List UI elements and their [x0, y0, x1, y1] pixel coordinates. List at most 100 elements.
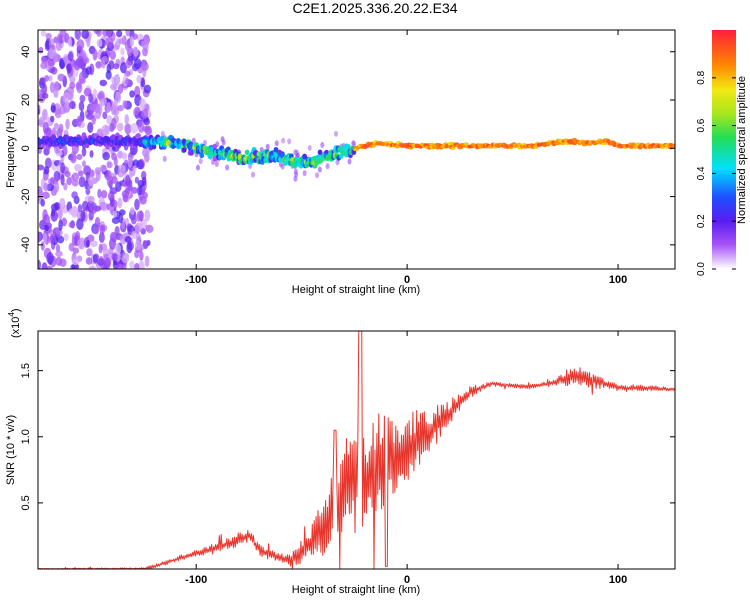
- spectrogram-noise-cell: [143, 84, 152, 94]
- spectrogram-noise-cell: [121, 254, 130, 264]
- spectrogram-ridge-cell: [317, 149, 323, 156]
- spectrogram-noise-cell: [117, 197, 123, 209]
- spectrogram-noise-cell: [109, 198, 115, 208]
- spectrogram-noise-cell: [60, 174, 65, 186]
- spectrogram-noise-cell: [129, 260, 135, 269]
- spectrogram-axes: -100 0 100 -40 -20 0 20 40: [20, 30, 675, 286]
- spectrogram-noise-cell: [82, 160, 87, 168]
- spectrogram-noise-cell: [63, 182, 68, 191]
- spectrogram-noise-cell: [77, 237, 84, 250]
- spectrogram-noise-cell: [138, 121, 145, 133]
- spectrogram-noise-cell: [293, 175, 298, 182]
- spectrogram-noise-cell: [278, 161, 283, 168]
- spectrogram-xlabel: Height of straight line (km): [292, 284, 420, 296]
- spectrogram-noise-cell: [124, 114, 129, 126]
- spectrogram-noise-cell: [317, 166, 322, 173]
- spectrogram-ridge-cell: [199, 152, 205, 159]
- spectrogram-xtick-label: 0: [404, 274, 410, 286]
- spectrogram-noise-cell: [117, 168, 125, 178]
- spectrogram-noise-cell: [76, 82, 83, 94]
- spectrogram-noise-cell: [65, 118, 70, 130]
- spectrogram-noise-cell: [214, 160, 219, 167]
- spectrogram-noise-cell: [38, 164, 45, 171]
- spectrogram-noise-cell: [124, 236, 132, 243]
- spectrogram-noise-cell: [85, 257, 93, 265]
- spectrogram-noise-cell: [127, 184, 133, 192]
- spectrogram-noise-cell: [118, 38, 124, 45]
- spectrogram-noise-cell: [103, 257, 112, 268]
- spectrogram-noise-cell: [320, 141, 325, 148]
- spectrogram-noise-cell: [117, 104, 124, 112]
- spectrogram-noise-cell: [89, 103, 96, 111]
- snr-series-line: [38, 331, 675, 569]
- spectrogram-noise-cell: [64, 171, 71, 178]
- spectrogram-noise-cell: [71, 191, 78, 199]
- spectrogram-noise-cell: [68, 208, 77, 216]
- spectrogram-noise-cell: [124, 123, 132, 135]
- spectrogram-noise-cell: [59, 30, 67, 38]
- spectrogram-noise-cell: [136, 210, 145, 221]
- spectrogram-noise-cell: [38, 190, 44, 199]
- spectrogram-noise-cell: [38, 46, 44, 54]
- spectrogram-noise-cell: [302, 170, 307, 177]
- spectrogram-noise-cell: [220, 136, 225, 143]
- snr-panel: -100 0 100 0.5 1.0 1.5 Height of straight lin…: [5, 308, 676, 596]
- spectrogram-noise-cell: [46, 265, 53, 269]
- spectrogram-noise-cell: [86, 248, 93, 257]
- spectrogram-noise-cell: [141, 108, 149, 119]
- spectrogram-noise-cell: [44, 157, 52, 169]
- spectrogram-panel: -100 0 100 -40 -20 0 20 40 Height of straight l…: [5, 29, 676, 296]
- spectrogram-noise-cell: [162, 155, 167, 162]
- spectrogram-noise-cell: [53, 80, 60, 92]
- spectrogram-noise-cell: [281, 137, 286, 144]
- spectrogram-noise-cell: [77, 204, 83, 213]
- spectrogram-marks: [38, 30, 675, 269]
- colorbar-tick-label: 0.4: [696, 166, 707, 180]
- spectrogram-noise-cell: [53, 122, 59, 129]
- spectrogram-noise-cell: [315, 172, 320, 179]
- colorbar-tick-label: 0.6: [696, 118, 707, 132]
- spectrogram-noise-cell: [55, 243, 61, 253]
- spectrogram-noise-cell: [144, 125, 152, 136]
- spectrogram-noise-cell: [89, 240, 98, 248]
- spectrogram-noise-cell: [42, 121, 49, 134]
- spectrogram-noise-cell: [99, 79, 108, 87]
- spectrogram-noise-cell: [58, 123, 64, 134]
- snr-multiplier-close: ): [10, 308, 22, 312]
- colorbar-label: Normalized spectral amplitude: [736, 76, 748, 224]
- spectrogram-noise-cell: [191, 137, 196, 144]
- spectrogram-noise-cell: [67, 51, 74, 62]
- spectrogram-noise-cell: [48, 48, 55, 60]
- colorbar: 0.0 0.2 0.4 0.6 0.8 Normalized spectral ampl…: [696, 30, 748, 276]
- snr-multiplier-exp: 4: [7, 312, 16, 317]
- spectrogram-noise-cell: [98, 243, 103, 254]
- spectrogram-noise-cell: [102, 30, 111, 37]
- spectrogram-noise-cell: [139, 98, 146, 111]
- spectrogram-ytick-label: -20: [20, 189, 32, 205]
- spectrogram-noise-cell: [82, 200, 89, 212]
- spectrogram-noise-cell: [60, 162, 66, 174]
- spectrogram-noise-cell: [106, 161, 113, 169]
- spectrogram-noise-cell: [111, 216, 120, 225]
- spectrogram-ridge-cell: [273, 146, 279, 153]
- spectrogram-noise-cell: [88, 175, 95, 187]
- snr-xtick-label: 100: [609, 574, 627, 586]
- spectrogram-noise-cell: [117, 83, 124, 94]
- spectrogram-noise-cell: [106, 115, 113, 125]
- spectrogram-noise-cell: [101, 124, 110, 136]
- spectrogram-ridge-cell: [84, 142, 90, 149]
- spectrogram-noise-cell: [47, 59, 56, 67]
- colorbar-gradient: [712, 30, 736, 269]
- spectrogram-noise-cell: [94, 216, 101, 229]
- spectrogram-noise-cell: [144, 155, 150, 162]
- spectrogram-noise-cell: [55, 227, 60, 235]
- snr-xtick-label: 0: [404, 574, 410, 586]
- spectrogram-noise-cell: [121, 152, 128, 160]
- spectrogram-noise-cell: [59, 197, 66, 210]
- spectrogram-noise-cell: [70, 264, 75, 269]
- spectrogram-noise-cell: [48, 75, 53, 82]
- spectrogram-noise-cell: [120, 47, 125, 56]
- spectrogram-noise-cell: [143, 117, 151, 126]
- spectrogram-noise-cell: [112, 210, 118, 218]
- spectrogram-noise-cell: [101, 55, 108, 63]
